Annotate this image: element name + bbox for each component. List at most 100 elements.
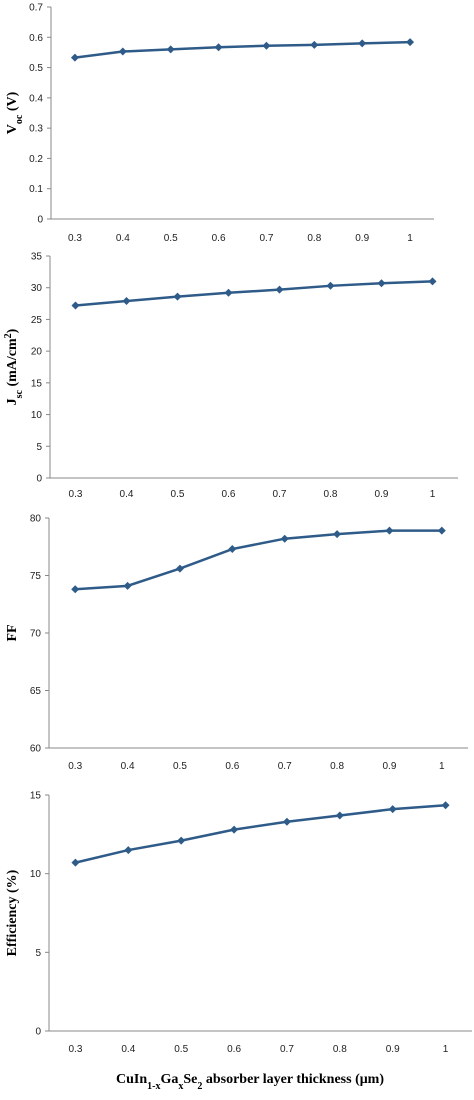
x-tick-label: 0.9	[355, 233, 369, 244]
y-axis-label-part: (V)	[5, 91, 20, 114]
x-axis-label-part: CuIn	[116, 1072, 147, 1087]
x-tick-label: 1	[407, 233, 413, 244]
line	[75, 529, 442, 591]
y-tick-label: 10	[30, 869, 42, 880]
marker	[358, 39, 367, 48]
marker	[230, 825, 239, 834]
line	[75, 803, 446, 864]
y-tick-label: 0.5	[29, 63, 43, 74]
marker	[71, 301, 80, 310]
marker	[173, 292, 182, 301]
y-tick-label: 75	[30, 571, 42, 582]
marker	[335, 811, 344, 820]
marker	[441, 801, 450, 810]
x-tick-label: 0.7	[259, 233, 273, 244]
x-tick-label: 0.6	[227, 1044, 241, 1055]
y-tick-label: 0.7	[29, 3, 43, 14]
y-tick-label: 5	[35, 948, 41, 959]
x-tick-label: 0.5	[174, 1044, 188, 1055]
marker	[122, 297, 131, 306]
marker	[310, 40, 319, 49]
marker	[123, 581, 132, 590]
x-tick-label: 0.6	[225, 761, 239, 772]
marker	[118, 47, 127, 56]
y-tick-label: 0	[35, 1027, 41, 1038]
y-axis-label: Efficiency (%)	[5, 869, 20, 956]
y-tick-label: 70	[30, 629, 42, 640]
x-tick-label: 0.8	[333, 1044, 347, 1055]
x-axis-label-part: 2	[197, 1081, 202, 1092]
y-tick-label: 20	[31, 347, 43, 358]
y-axis-label: FF	[5, 624, 20, 641]
x-tick-label: 0.4	[120, 489, 134, 500]
marker	[388, 805, 397, 814]
x-tick-label: 0.3	[68, 761, 82, 772]
x-tick-label: 0.8	[307, 233, 321, 244]
x-tick-label: 0.6	[212, 233, 226, 244]
y-tick-label: 0.6	[29, 33, 43, 44]
y-tick-label: 0.3	[29, 124, 43, 135]
marker	[124, 846, 133, 855]
x-tick-label: 0.4	[121, 1044, 135, 1055]
marker	[282, 817, 291, 826]
marker	[166, 45, 175, 54]
marker	[406, 38, 415, 47]
y-axis-label: Jsc (mA/cm2)	[3, 328, 25, 405]
marker	[228, 545, 237, 554]
y-tick-label: 0.1	[29, 184, 43, 195]
x-tick-label: 1	[430, 489, 436, 500]
x-tick-label: 0.5	[173, 761, 187, 772]
x-tick-label: 0.6	[222, 489, 236, 500]
x-tick-label: 0.5	[171, 489, 185, 500]
x-tick-label: 0.9	[382, 761, 396, 772]
x-tick-label: 0.8	[330, 761, 344, 772]
y-tick-label: 0	[37, 215, 43, 226]
x-tick-label: 0.7	[273, 489, 287, 500]
y-tick-label: 5	[36, 442, 42, 453]
y-axis-label-part: sc	[14, 389, 25, 398]
y-tick-label: 60	[30, 744, 42, 755]
x-tick-label: 0.3	[69, 489, 83, 500]
x-tick-label: 0.4	[121, 761, 135, 772]
y-axis-label-part: J	[5, 398, 20, 405]
marker	[437, 526, 446, 535]
y-tick-label: 30	[31, 283, 43, 294]
y-tick-label: 65	[30, 686, 42, 697]
marker	[224, 288, 233, 297]
y-axis-label-part: Efficiency (%)	[5, 869, 20, 956]
y-axis-label-part: oc	[14, 114, 25, 124]
marker	[71, 858, 80, 867]
marker	[377, 279, 386, 288]
y-tick-label: 0	[36, 474, 42, 485]
y-axis-label-part: V	[5, 124, 20, 134]
marker	[175, 564, 184, 573]
x-tick-label: 0.3	[68, 1044, 82, 1055]
y-tick-label: 0.4	[29, 93, 43, 104]
y-axis-label-part: (mA/cm	[5, 338, 20, 390]
marker	[275, 285, 284, 294]
x-axis-label-part: Se	[183, 1072, 197, 1087]
x-tick-label: 1	[439, 761, 445, 772]
marker	[71, 585, 80, 594]
marker	[214, 43, 223, 52]
marker	[428, 277, 437, 286]
y-tick-label: 0.2	[29, 154, 43, 165]
x-tick-label: 0.7	[278, 761, 292, 772]
line	[74, 40, 411, 59]
y-tick-label: 10	[31, 410, 43, 421]
y-tick-label: 15	[30, 791, 42, 802]
x-tick-label: 0.4	[116, 233, 130, 244]
y-axis-label: Voc (V)	[5, 91, 25, 134]
line	[75, 280, 433, 307]
marker	[262, 41, 271, 50]
y-tick-label: 15	[31, 378, 43, 389]
marker	[280, 534, 289, 543]
x-axis-label-part: x	[178, 1081, 183, 1092]
marker	[385, 526, 394, 535]
y-axis-label-part: 2	[3, 333, 14, 338]
x-tick-label: 0.3	[68, 233, 82, 244]
marker	[70, 53, 79, 62]
y-tick-label: 80	[30, 514, 42, 525]
y-axis-label-part: FF	[5, 624, 20, 641]
